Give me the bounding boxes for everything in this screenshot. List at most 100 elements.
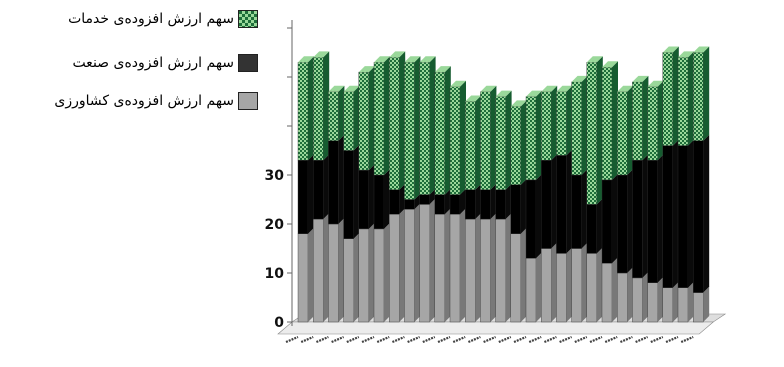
bar-agriculture-side — [581, 242, 588, 322]
bar-services-top — [510, 100, 527, 107]
bar-industry-side — [475, 183, 482, 220]
bar-industry-front — [404, 199, 415, 210]
bar-services — [662, 46, 679, 146]
bar-services — [632, 75, 649, 161]
bar-agriculture — [480, 213, 497, 323]
bar-services — [449, 80, 466, 195]
y-axis: 0 10 20 30 — [265, 20, 293, 331]
y-tick-label: 20 — [265, 217, 285, 233]
bar-agriculture-front — [693, 292, 704, 323]
bar-industry-front — [297, 160, 309, 235]
bar-industry — [632, 154, 649, 279]
bar-agriculture-front — [541, 248, 552, 323]
x-tick-label — [285, 335, 299, 344]
bar-industry-side — [520, 178, 527, 234]
bar-agriculture-front — [419, 204, 430, 323]
bar-agriculture-front — [617, 272, 628, 323]
bar-services-front — [556, 91, 567, 156]
bar-services-front — [677, 57, 689, 146]
bar-agriculture-front — [495, 218, 506, 323]
bar-services-top — [693, 46, 710, 53]
bar-services — [525, 90, 542, 181]
x-tick-label — [543, 335, 557, 344]
bar-agriculture-side — [551, 242, 558, 322]
floor-front — [277, 321, 715, 335]
bar-services — [389, 51, 406, 190]
bar-services-top — [298, 56, 314, 63]
bar-industry — [358, 164, 375, 230]
bar-services — [343, 85, 360, 151]
bar-agriculture-front — [586, 253, 597, 323]
bar-industry — [601, 173, 618, 264]
x-tick-label — [361, 335, 375, 344]
legend-label-industry: سهم ارزش افزوده‌ی صنعت — [72, 55, 234, 71]
bar-services — [495, 90, 512, 190]
bar-industry-side — [657, 154, 664, 283]
bar-industry-side — [688, 139, 694, 288]
bar-agriculture-side — [520, 227, 527, 322]
bar-services-side — [672, 46, 679, 146]
bar-industry-front — [647, 160, 658, 284]
bar-agriculture-front — [601, 263, 613, 323]
bar-industry-side — [338, 134, 345, 224]
bar-services-side — [323, 51, 330, 161]
x-tick-label — [650, 335, 664, 344]
x-tick-label — [559, 335, 573, 344]
bar-services-top — [647, 80, 664, 87]
bar-services-top — [404, 56, 421, 63]
bar-services — [693, 46, 710, 141]
x-tick-label — [513, 335, 527, 344]
bar-agriculture-side — [612, 257, 618, 322]
x-axis-labels — [285, 335, 694, 344]
bar-agriculture — [297, 227, 314, 323]
bar-industry — [556, 149, 573, 254]
bar-industry — [586, 198, 603, 254]
bar-industry-side — [323, 154, 330, 220]
legend-item-industry: سهم ارزش افزوده‌ی صنعت — [72, 54, 258, 72]
bar-services-top — [571, 75, 588, 82]
bar-services — [571, 75, 588, 176]
x-tick-label — [528, 335, 542, 344]
bar-industry — [328, 134, 345, 225]
bar-agriculture-side — [566, 247, 573, 322]
bar-industry-front — [510, 184, 521, 235]
bar-services-side — [399, 51, 406, 190]
x-tick-label — [574, 335, 588, 344]
bar-services-front — [693, 52, 704, 141]
bar-industry-front — [419, 194, 430, 205]
bar-agriculture-side — [596, 247, 603, 322]
bar-services — [647, 80, 664, 161]
bars-group — [297, 46, 710, 323]
bar-agriculture — [647, 276, 664, 323]
bar-industry-side — [672, 139, 679, 288]
bar-industry-side — [596, 198, 603, 254]
bar-industry-front — [677, 145, 689, 288]
x-tick-label — [589, 335, 603, 344]
bar-agriculture — [404, 203, 421, 323]
bar-industry-side — [642, 154, 649, 278]
bar-agriculture-side — [505, 213, 512, 322]
bar-industry-front — [480, 189, 491, 220]
bar-agriculture-side — [368, 222, 375, 322]
bar-agriculture-side — [444, 208, 451, 322]
bar-industry — [510, 178, 527, 235]
bar-services-front — [662, 52, 673, 146]
bar-agriculture — [373, 222, 390, 323]
bar-industry — [525, 173, 542, 259]
bar-services — [328, 85, 345, 141]
x-tick-label — [300, 335, 314, 344]
bar-services — [601, 61, 618, 181]
bar-industry — [343, 144, 360, 239]
bar-industry-front — [556, 155, 567, 254]
bar-agriculture — [449, 208, 466, 323]
bar-agriculture-side — [414, 203, 421, 322]
bar-industry-side — [581, 169, 588, 249]
bar-services-top — [526, 90, 542, 97]
bar-industry-side — [505, 183, 512, 220]
bar-services-front — [389, 57, 400, 190]
bar-agriculture-front — [434, 213, 445, 323]
bar-services-top — [632, 75, 649, 82]
bar-services-top — [328, 85, 345, 92]
x-tick-label — [452, 335, 466, 344]
legend-item-agriculture: سهم ارزش افزوده‌ی کشاورزی — [54, 92, 258, 110]
